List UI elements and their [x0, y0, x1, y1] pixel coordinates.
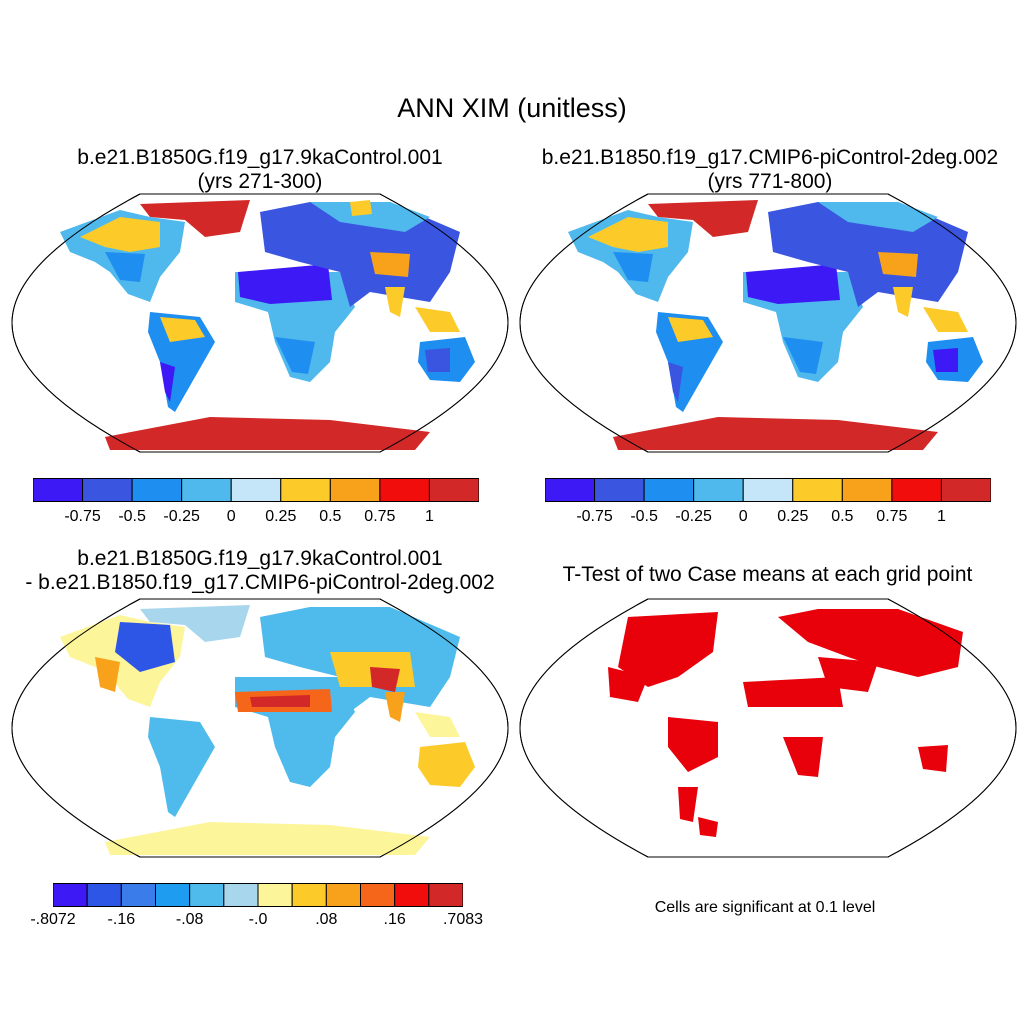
colorbar-swatch: [33, 478, 84, 502]
map-panel2: [519, 193, 1017, 453]
colorbar-swatch: [155, 883, 191, 907]
colorbar-swatch: [545, 478, 596, 502]
colorbar-swatch: [280, 478, 331, 502]
colorbar-swatch: [428, 883, 463, 907]
colorbar-panel1: [33, 478, 479, 502]
colorbar-tick-label: -0.25: [163, 508, 200, 525]
colorbar-panel2: [545, 478, 991, 502]
colorbar-tick-label: 1: [424, 508, 434, 525]
panel3-minus-case: - b.e21.B1850.f19_g17.CMIP6-piControl-2d…: [25, 571, 495, 594]
colorbar-tick-label: -.08: [175, 911, 204, 928]
figure-title: ANN XIM (unitless): [397, 93, 627, 123]
colorbar-swatch: [379, 478, 430, 502]
colorbar-tick-label: 1: [936, 508, 946, 525]
significance-note: Cells are significant at 0.1 level: [654, 899, 876, 916]
colorbar-swatch: [693, 478, 744, 502]
map-panel4: [519, 598, 1017, 858]
colorbar-swatch: [643, 478, 695, 502]
map-panel1: [11, 193, 509, 453]
panel3-case-name: b.e21.B1850G.f19_g17.9kaControl.001: [77, 547, 443, 570]
map-panel3: [11, 598, 509, 858]
panel2-case-name: b.e21.B1850.f19_g17.CMIP6-piControl-2deg…: [541, 146, 999, 169]
colorbar-swatch: [841, 478, 893, 502]
colorbar-swatch: [940, 478, 991, 502]
colorbar-swatch: [428, 478, 479, 502]
colorbar-swatch: [792, 478, 843, 502]
colorbar-tick-label: -.16: [107, 911, 136, 928]
significance-cells: [608, 609, 963, 837]
colorbar-swatch: [189, 883, 225, 907]
colorbar-tick-label: .7083: [442, 911, 484, 928]
colorbar-tick-label: 0.75: [364, 508, 396, 525]
panel2-title: b.e21.B1850.f19_g17.CMIP6-piControl-2deg…: [515, 146, 1024, 194]
colorbar-tick-label: -.8072: [30, 911, 76, 928]
colorbar-tick-label: 0.5: [319, 508, 342, 525]
colorbar-tick-label: 0.25: [265, 508, 297, 525]
colorbar-swatch: [291, 883, 327, 907]
colorbar-tick-label: 0: [226, 508, 236, 525]
colorbar-swatch: [360, 883, 396, 907]
colorbar-tick-label: -0.5: [630, 508, 658, 525]
antarctica: [105, 417, 430, 450]
panel1-title: b.e21.B1850G.f19_g17.9kaControl.001 (yrs…: [10, 146, 510, 194]
colorbar-tick-label: -0.25: [675, 508, 712, 525]
colorbar-swatch: [594, 478, 645, 502]
colorbar-tick-label: -0.5: [118, 508, 146, 525]
colorbar-swatch: [181, 478, 232, 502]
colorbar-tick-label: 0.75: [876, 508, 908, 525]
colorbar-swatch: [53, 883, 88, 907]
colorbar-swatch: [131, 478, 183, 502]
colorbar-swatch: [86, 883, 122, 907]
colorbar-tick-label: 0.5: [831, 508, 854, 525]
colorbar-swatch: [120, 883, 157, 907]
colorbar-tick-label: .16: [383, 911, 406, 928]
colorbar-swatch: [257, 883, 293, 907]
colorbar-swatch: [742, 478, 794, 502]
colorbar-panel2-labels: -0.75 -0.5 -0.25 0 0.25 0.5 0.75 1: [545, 508, 991, 528]
colorbar-tick-label: 0: [738, 508, 748, 525]
colorbar-swatch: [223, 883, 259, 907]
colorbar-panel1-labels: -0.75 -0.5 -0.25 0 0.25 0.5 0.75 1: [33, 508, 479, 528]
panel3-title: b.e21.B1850G.f19_g17.9kaControl.001 - b.…: [0, 547, 520, 595]
colorbar-swatch: [325, 883, 362, 907]
colorbar-tick-label: -0.75: [64, 508, 101, 525]
colorbar-swatch: [891, 478, 942, 502]
colorbar-tick-label: .08: [315, 911, 338, 928]
colorbar-tick-label: -.0: [248, 911, 268, 928]
colorbar-tick-label: -0.75: [576, 508, 613, 525]
panel2-years: (yrs 771-800): [707, 170, 833, 193]
colorbar-panel3: [53, 883, 463, 907]
colorbar-swatch: [394, 883, 430, 907]
panel1-case-name: b.e21.B1850G.f19_g17.9kaControl.001: [77, 146, 443, 169]
colorbar-panel3-labels: -.8072 -.16 -.08 -.0 .08 .16 .7083: [30, 911, 483, 931]
greenland: [140, 200, 250, 237]
colorbar-swatch: [82, 478, 133, 502]
colorbar-swatch: [329, 478, 381, 502]
colorbar-tick-label: 0.25: [777, 508, 809, 525]
colorbar-swatch: [230, 478, 282, 502]
panel4-title: T-Test of two Case means at each grid po…: [562, 563, 973, 586]
panel1-years: (yrs 271-300): [197, 170, 323, 193]
